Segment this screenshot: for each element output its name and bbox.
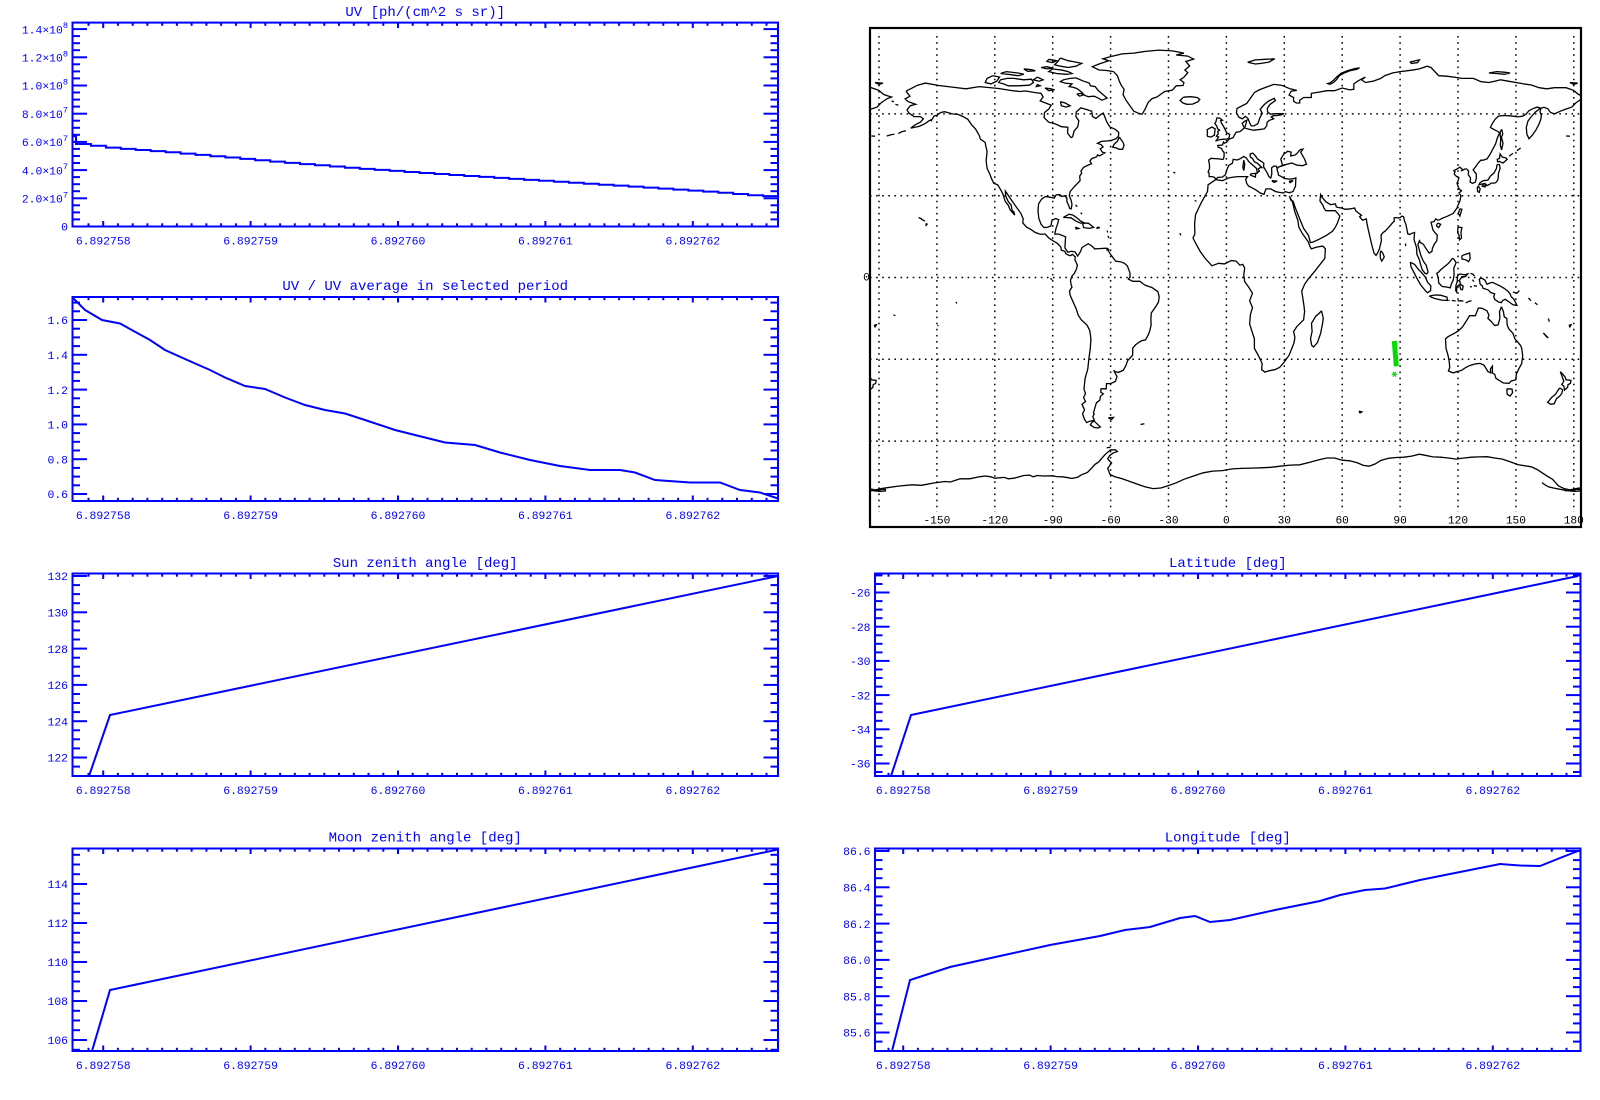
- svg-text:120: 120: [1448, 516, 1468, 528]
- svg-text:126: 126: [47, 681, 68, 693]
- svg-text:108: 108: [47, 997, 68, 1009]
- svg-text:114: 114: [47, 880, 68, 892]
- svg-text:86.2: 86.2: [843, 920, 871, 932]
- svg-text:6.892759: 6.892759: [1023, 786, 1078, 798]
- svg-text:86.4: 86.4: [843, 884, 871, 896]
- svg-text:85.8: 85.8: [843, 992, 871, 1004]
- svg-text:-30: -30: [850, 657, 871, 669]
- svg-text:110: 110: [47, 958, 68, 970]
- svg-text:6.892759: 6.892759: [1023, 1061, 1078, 1073]
- svg-text:-120: -120: [981, 516, 1008, 528]
- svg-text:60: 60: [1335, 516, 1349, 528]
- svg-text:6.892759: 6.892759: [223, 1061, 278, 1073]
- svg-text:6.892758: 6.892758: [76, 237, 131, 249]
- svg-text:6.892758: 6.892758: [76, 511, 131, 523]
- svg-text:6.892761: 6.892761: [518, 511, 573, 523]
- svg-text:150: 150: [1506, 516, 1526, 528]
- svg-text:-60: -60: [1101, 516, 1121, 528]
- svg-text:128: 128: [47, 645, 68, 657]
- svg-text:112: 112: [47, 919, 68, 931]
- svg-text:6.892760: 6.892760: [371, 786, 426, 798]
- svg-text:-28: -28: [850, 623, 871, 635]
- svg-text:6.892759: 6.892759: [223, 237, 278, 249]
- svg-text:0.8: 0.8: [47, 455, 68, 467]
- svg-text:UV [ph/(cm^2 s sr)]: UV [ph/(cm^2 s sr)]: [345, 5, 505, 21]
- svg-text:6.892761: 6.892761: [518, 237, 573, 249]
- svg-text:8.0×107: 8.0×107: [22, 106, 68, 122]
- svg-text:-36: -36: [850, 760, 871, 772]
- svg-text:Moon zenith angle [deg]: Moon zenith angle [deg]: [329, 831, 522, 847]
- svg-text:6.892760: 6.892760: [1171, 1061, 1226, 1073]
- svg-text:1.0: 1.0: [47, 421, 68, 433]
- svg-text:1.4: 1.4: [47, 351, 68, 363]
- svg-text:-34: -34: [850, 726, 871, 738]
- svg-text:-32: -32: [850, 691, 871, 703]
- svg-text:6.892759: 6.892759: [223, 786, 278, 798]
- svg-text:6.892762: 6.892762: [1465, 1061, 1520, 1073]
- svg-text:6.892762: 6.892762: [665, 511, 720, 523]
- svg-text:Sun zenith angle [deg]: Sun zenith angle [deg]: [333, 556, 518, 572]
- svg-text:1.0×108: 1.0×108: [22, 78, 68, 94]
- svg-text:6.892758: 6.892758: [76, 1061, 131, 1073]
- svg-text:130: 130: [47, 609, 68, 621]
- svg-text:1.4×108: 1.4×108: [22, 21, 68, 37]
- svg-text:0: 0: [1223, 516, 1230, 528]
- svg-text:6.0×107: 6.0×107: [22, 134, 68, 150]
- svg-text:1.2×108: 1.2×108: [22, 49, 68, 65]
- svg-text:1.2: 1.2: [47, 386, 68, 398]
- svg-text:Latitude [deg]: Latitude [deg]: [1169, 556, 1287, 572]
- svg-text:6.892762: 6.892762: [1465, 786, 1520, 798]
- svg-text:106: 106: [47, 1036, 68, 1048]
- svg-text:6.892758: 6.892758: [876, 786, 931, 798]
- svg-text:-90: -90: [1043, 516, 1063, 528]
- svg-text:122: 122: [47, 754, 68, 766]
- svg-text:6.892762: 6.892762: [665, 237, 720, 249]
- svg-text:-30: -30: [1158, 516, 1178, 528]
- svg-text:90: 90: [1393, 516, 1407, 528]
- svg-text:6.892761: 6.892761: [1318, 1061, 1373, 1073]
- svg-text:UV / UV average in selected pe: UV / UV average in selected period: [282, 279, 568, 295]
- svg-text:-150: -150: [923, 516, 950, 528]
- svg-text:6.892761: 6.892761: [518, 1061, 573, 1073]
- svg-text:0: 0: [863, 273, 870, 285]
- svg-text:86.6: 86.6: [843, 847, 871, 859]
- svg-text:6.892758: 6.892758: [876, 1061, 931, 1073]
- svg-text:132: 132: [47, 572, 68, 584]
- svg-text:1.6: 1.6: [47, 316, 68, 328]
- svg-text:86.0: 86.0: [843, 956, 871, 968]
- svg-text:6.892760: 6.892760: [371, 511, 426, 523]
- svg-text:6.892762: 6.892762: [665, 1061, 720, 1073]
- svg-text:-26: -26: [850, 589, 871, 601]
- svg-text:4.0×107: 4.0×107: [22, 162, 68, 178]
- svg-text:6.892758: 6.892758: [76, 786, 131, 798]
- svg-text:30: 30: [1278, 516, 1292, 528]
- svg-text:Longitude [deg]: Longitude [deg]: [1165, 831, 1291, 847]
- svg-text:6.892759: 6.892759: [223, 511, 278, 523]
- svg-text:6.892761: 6.892761: [1318, 786, 1373, 798]
- svg-text:6.892760: 6.892760: [371, 237, 426, 249]
- svg-text:85.6: 85.6: [843, 1029, 871, 1041]
- svg-text:124: 124: [47, 717, 68, 729]
- svg-text:6.892762: 6.892762: [665, 786, 720, 798]
- svg-text:2.0×107: 2.0×107: [22, 190, 68, 206]
- svg-text:6.892760: 6.892760: [371, 1061, 426, 1073]
- svg-text:180: 180: [1564, 516, 1584, 528]
- svg-text:0: 0: [61, 223, 68, 235]
- svg-text:6.892760: 6.892760: [1171, 786, 1226, 798]
- svg-text:6.892761: 6.892761: [518, 786, 573, 798]
- svg-text:0.6: 0.6: [47, 490, 68, 502]
